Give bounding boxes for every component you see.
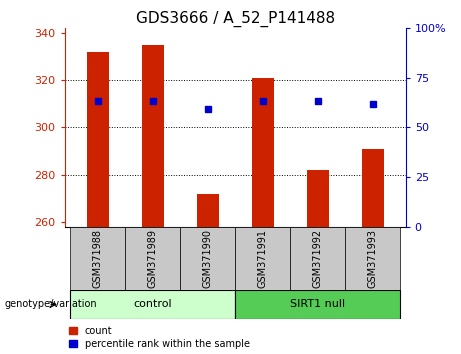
- Text: GSM371988: GSM371988: [93, 229, 102, 288]
- Bar: [180, 227, 235, 290]
- Bar: [235, 227, 290, 290]
- Bar: [345, 227, 400, 290]
- Text: genotype/variation: genotype/variation: [5, 299, 97, 309]
- Bar: [235, 290, 400, 319]
- Text: GSM371993: GSM371993: [368, 229, 378, 288]
- Bar: [142, 45, 164, 227]
- Legend: count, percentile rank within the sample: count, percentile rank within the sample: [70, 326, 250, 349]
- Bar: [362, 149, 384, 227]
- Text: GSM371990: GSM371990: [202, 229, 213, 288]
- Bar: [70, 227, 125, 290]
- Bar: [290, 227, 345, 290]
- Bar: [307, 170, 329, 227]
- Text: GSM371991: GSM371991: [258, 229, 268, 288]
- Bar: [252, 78, 274, 227]
- Bar: [87, 52, 108, 227]
- Text: GSM371989: GSM371989: [148, 229, 158, 288]
- Text: SIRT1 null: SIRT1 null: [290, 299, 345, 309]
- Text: control: control: [133, 299, 172, 309]
- Bar: [125, 227, 180, 290]
- Text: GSM371992: GSM371992: [313, 229, 323, 288]
- Title: GDS3666 / A_52_P141488: GDS3666 / A_52_P141488: [136, 11, 335, 27]
- Bar: [196, 194, 219, 227]
- Bar: [70, 290, 235, 319]
